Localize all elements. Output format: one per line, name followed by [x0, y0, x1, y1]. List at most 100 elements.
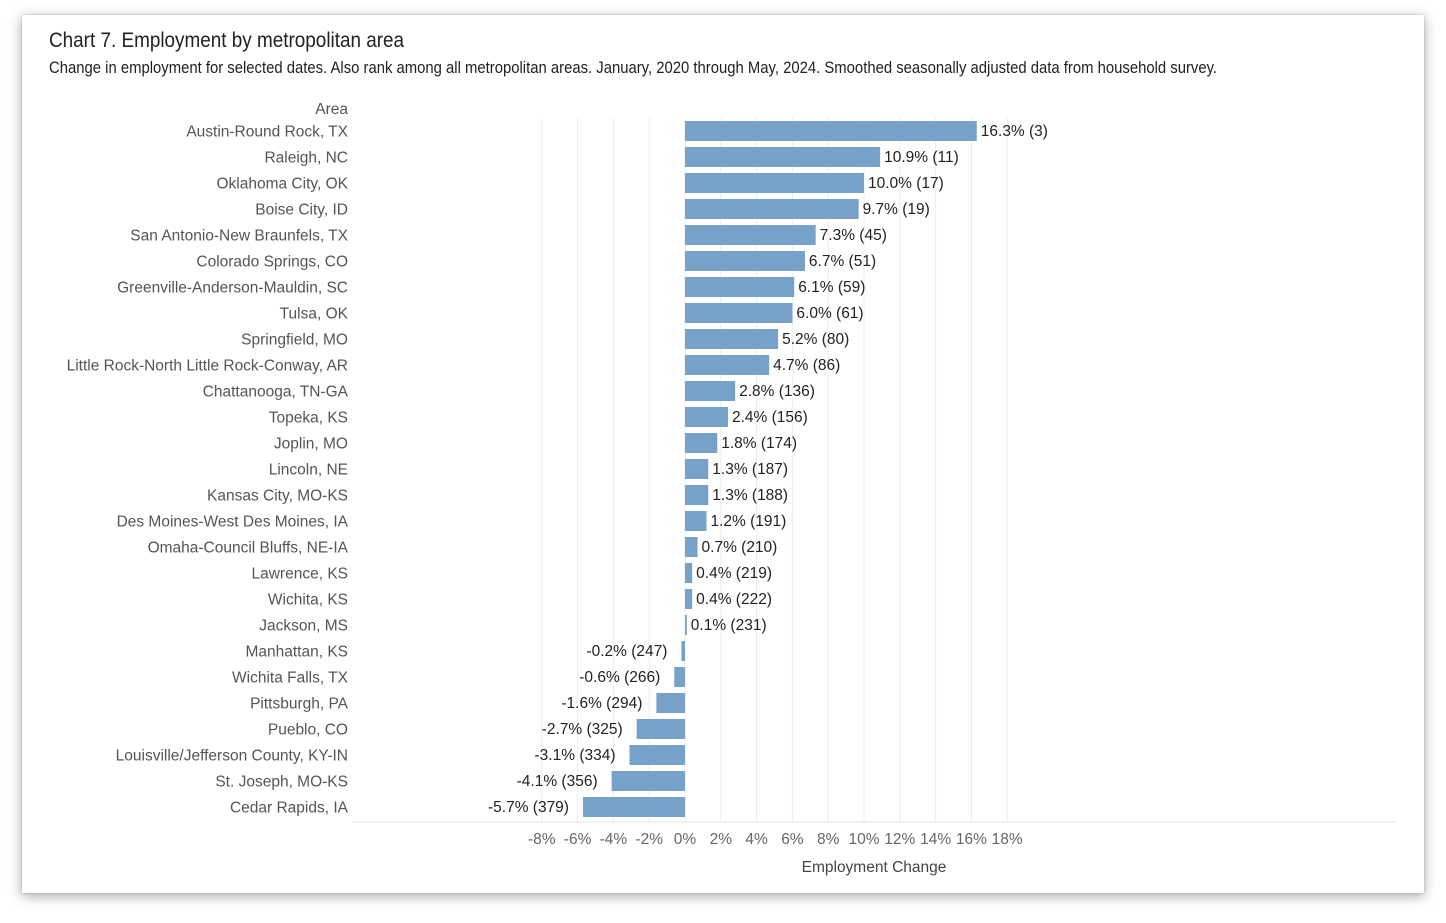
data-label: 1.3% (187) [712, 461, 788, 478]
category-label: Colorado Springs, CO [196, 254, 348, 271]
bar [685, 225, 816, 245]
category-label: Wichita Falls, TX [232, 670, 349, 687]
bar [685, 173, 864, 193]
data-label: -0.6% (266) [579, 669, 660, 686]
category-label: San Antonio-New Braunfels, TX [130, 228, 348, 245]
bars [582, 121, 977, 817]
x-axis-title: Employment Change [802, 859, 947, 876]
x-tick-label: 14% [920, 831, 951, 848]
category-label: Omaha-Council Bluffs, NE-IA [148, 540, 349, 557]
bar [629, 745, 685, 765]
category-label: St. Joseph, MO-KS [215, 774, 348, 791]
category-label: Topeka, KS [269, 410, 348, 427]
category-label: Pittsburgh, PA [250, 696, 349, 713]
category-label: Joplin, MO [274, 436, 348, 453]
bar [685, 277, 795, 297]
bar [685, 511, 707, 531]
x-tick-label: 0% [674, 831, 697, 848]
bar [674, 667, 685, 687]
data-label: 10.0% (17) [868, 175, 944, 192]
bar [685, 355, 770, 375]
data-label: -0.2% (247) [586, 643, 667, 660]
data-label: -4.1% (356) [517, 773, 598, 790]
bar [685, 251, 805, 271]
bar [685, 147, 881, 167]
data-label: 6.1% (59) [798, 279, 865, 296]
category-label: Chattanooga, TN-GA [203, 384, 349, 401]
bar [611, 771, 685, 791]
bar [685, 121, 977, 141]
bar [636, 719, 685, 739]
bar [656, 693, 685, 713]
data-label: 1.3% (188) [712, 487, 788, 504]
bar [685, 199, 859, 219]
category-label: Lawrence, KS [252, 566, 349, 583]
x-axis-ticks: -8% -6% -4% -2% 0% 2% 4% 6% 8% 10% 12% 14% 16% 18% [528, 831, 1023, 848]
x-tick-label: -2% [635, 831, 663, 848]
data-label: 2.8% (136) [739, 383, 815, 400]
category-labels: Austin-Round Rock, TX Raleigh, NC Oklahoma… [67, 124, 349, 817]
chart-subtitle: Change in employment for selected dates.… [49, 59, 1218, 77]
x-tick-label: 12% [884, 831, 915, 848]
category-label: Manhattan, KS [245, 644, 348, 661]
bar [681, 641, 685, 661]
bar [685, 381, 736, 401]
bar [685, 329, 779, 349]
data-label: 7.3% (45) [820, 227, 887, 244]
bar [582, 797, 685, 817]
category-label: Kansas City, MO-KS [207, 488, 348, 505]
data-label: 1.8% (174) [721, 435, 797, 452]
x-tick-label: 4% [745, 831, 768, 848]
x-tick-label: 8% [817, 831, 840, 848]
data-label: -5.7% (379) [488, 799, 569, 816]
data-label: -2.7% (325) [542, 721, 623, 738]
data-label: 9.7% (19) [863, 201, 930, 218]
category-label: Wichita, KS [268, 592, 348, 609]
bar [685, 537, 698, 557]
x-tick-label: 6% [781, 831, 804, 848]
x-tick-label: -8% [528, 831, 556, 848]
category-label: Pueblo, CO [268, 722, 348, 739]
bar [685, 303, 793, 323]
category-header: Area [315, 101, 348, 118]
data-label: 0.1% (231) [691, 617, 767, 634]
category-label: Oklahoma City, OK [216, 176, 348, 193]
category-label: Springfield, MO [241, 332, 348, 349]
category-label: Tulsa, OK [280, 306, 349, 323]
data-label: -3.1% (334) [535, 747, 616, 764]
category-label: Greenville-Anderson-Mauldin, SC [117, 280, 348, 297]
category-label: Cedar Rapids, IA [230, 800, 349, 817]
data-label: 0.7% (210) [702, 539, 778, 556]
data-label: 0.4% (219) [696, 565, 772, 582]
bar [685, 589, 693, 609]
bar [685, 407, 728, 427]
category-label: Lincoln, NE [269, 462, 348, 479]
bar [685, 459, 709, 479]
category-label: Louisville/Jefferson County, KY-IN [116, 748, 348, 765]
data-label: 5.2% (80) [782, 331, 849, 348]
gridlines [352, 118, 1396, 823]
x-tick-label: -6% [564, 831, 592, 848]
x-tick-label: 16% [956, 831, 987, 848]
data-label: -1.6% (294) [561, 695, 642, 712]
data-labels: 16.3% (3) 10.9% (11) 10.0% (17) 9.7% (19) 7.… [488, 123, 1048, 816]
data-label: 6.0% (61) [796, 305, 863, 322]
x-tick-label: 10% [848, 831, 879, 848]
data-label: 4.7% (86) [773, 357, 840, 374]
data-label: 2.4% (156) [732, 409, 808, 426]
data-label: 16.3% (3) [981, 123, 1048, 140]
data-label: 10.9% (11) [884, 149, 959, 166]
data-label: 1.2% (191) [710, 513, 786, 530]
x-tick-label: 2% [710, 831, 733, 848]
bar [685, 563, 693, 583]
x-tick-label: 18% [992, 831, 1023, 848]
data-label: 6.7% (51) [809, 253, 876, 270]
category-label: Jackson, MS [259, 618, 348, 635]
category-label: Austin-Round Rock, TX [186, 124, 348, 141]
x-tick-label: -4% [600, 831, 628, 848]
bar [685, 615, 687, 635]
category-label: Des Moines-West Des Moines, IA [117, 514, 349, 531]
category-label: Little Rock-North Little Rock-Conway, AR [67, 358, 348, 375]
category-label: Boise City, ID [255, 202, 348, 219]
